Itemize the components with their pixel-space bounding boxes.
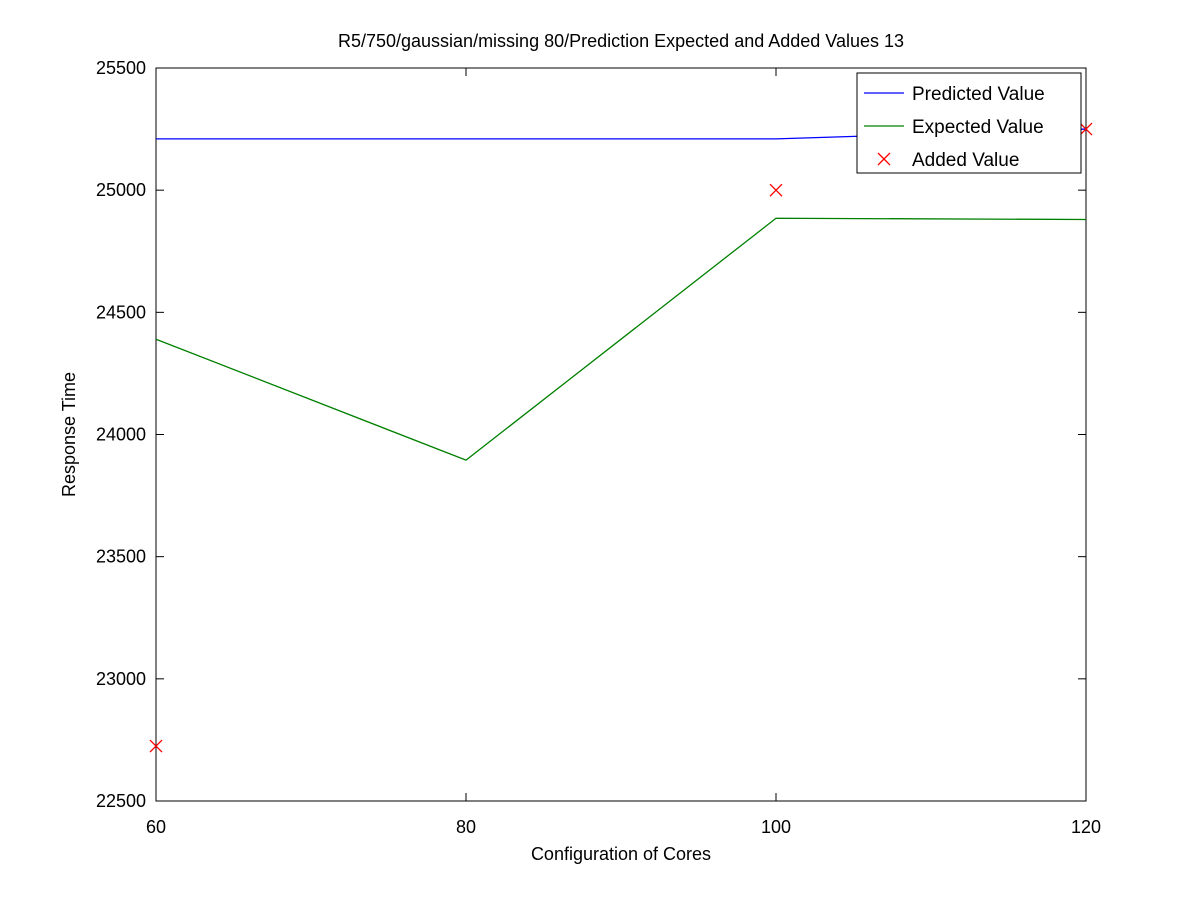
added-value-point [769,183,783,197]
y-tick-label: 25000 [96,180,146,200]
legend-label-added-value: Added Value [912,150,1019,171]
legend: Predicted Value Expected Value Added Value [856,72,1082,174]
x-axis-label: Configuration of Cores [531,844,711,864]
series-line-expected-value [155,217,1087,461]
x-tick-label: 100 [761,817,791,837]
y-axis-label: Response Time [59,372,79,497]
added-value-point [149,739,163,753]
y-tick-label: 25500 [96,58,146,78]
axis-ticks [155,67,1087,802]
x-tick-label: 60 [146,817,166,837]
legend-entries: Predicted Value Expected Value Added Value [864,84,1045,171]
legend-label-expected-value: Expected Value [912,117,1044,138]
x-tick-label: 120 [1071,817,1101,837]
y-tick-label: 23500 [96,547,146,567]
chart-title: R5/750/gaussian/missing 80/Prediction Ex… [338,31,904,51]
x-tick-label: 80 [456,817,476,837]
y-tick-label: 22500 [96,791,146,811]
y-tick-label: 24500 [96,302,146,322]
y-tick-label: 23000 [96,669,146,689]
y-tick-label: 24000 [96,425,146,445]
legend-label-predicted-value: Predicted Value [912,84,1045,105]
added-value-point [1079,122,1093,136]
legend-box [856,72,1082,174]
axis-tick-labels: 60 80 100 120 22500 23000 23500 24000 24500 25000… [96,58,1101,837]
legend-swatch-added-value [877,152,891,166]
